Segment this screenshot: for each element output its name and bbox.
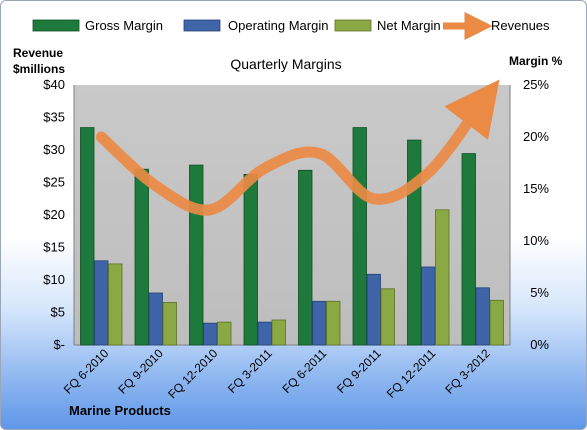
legend: Gross Margin Operating Margin Net Margin… — [32, 12, 550, 40]
bar-net-margin — [435, 209, 450, 346]
left-tick-label: $5 — [51, 305, 65, 320]
x-tick-label: FQ 12-2011 — [384, 346, 439, 401]
right-axis-title: Margin % — [509, 54, 563, 68]
bar-net-margin — [380, 288, 395, 346]
right-axis-ticks: 0% 5% 10% 15% 20% 25% — [523, 77, 549, 352]
bar-operating-margin — [366, 273, 381, 346]
left-tick-label: $25 — [43, 175, 65, 190]
left-tick-label: $35 — [43, 110, 65, 125]
line-revenues — [95, 79, 500, 216]
x-tick-label: FQ 9-2011 — [334, 346, 384, 396]
legend-swatch-operating-margin — [183, 19, 221, 32]
legend-label-operating-margin: Operating Margin — [228, 18, 328, 33]
left-tick-label: $30 — [43, 142, 65, 157]
left-tick-label: $40 — [43, 77, 65, 92]
left-tick-label: $- — [53, 337, 65, 352]
bar-operating-margin — [203, 322, 218, 346]
bar-gross-margin — [134, 168, 149, 346]
legend-label-net-margin: Net Margin — [377, 18, 441, 33]
x-tick-label: FQ 3-2012 — [442, 346, 493, 397]
footer-label: Marine Products — [69, 403, 171, 418]
left-axis-title-line1: Revenue — [13, 46, 63, 60]
left-tick-label: $10 — [43, 272, 65, 287]
bar-operating-margin — [475, 287, 490, 346]
chart-title: Quarterly Margins — [230, 56, 341, 72]
legend-swatch-net-margin — [334, 19, 372, 32]
bar-operating-margin — [257, 321, 272, 346]
bar-gross-margin — [407, 139, 422, 346]
bar-gross-margin — [461, 153, 476, 346]
x-tick-label: FQ 9-2010 — [115, 346, 166, 397]
left-tick-label: $20 — [43, 207, 65, 222]
bar-operating-margin — [312, 300, 327, 346]
right-tick-label: 15% — [523, 181, 549, 196]
x-tick-label: FQ 6-2011 — [280, 346, 330, 396]
bar-gross-margin — [189, 164, 204, 346]
legend-item-gross-margin: Gross Margin — [32, 18, 163, 33]
left-axis-title-line2: $millions — [13, 62, 65, 76]
legend-swatch-gross-margin — [32, 19, 80, 32]
right-tick-label: 0% — [530, 337, 549, 352]
right-tick-label: 5% — [530, 285, 549, 300]
bar-operating-margin — [148, 292, 163, 346]
x-tick-label: FQ 3-2011 — [225, 346, 275, 396]
bar-net-margin — [326, 300, 341, 346]
bar-gross-margin — [352, 127, 367, 346]
bar-gross-margin — [243, 173, 258, 346]
bar-gross-margin — [80, 127, 95, 346]
x-axis-labels: FQ 6-2010 FQ 9-2010 FQ 12-2010 FQ 3-2011 FQ … — [61, 346, 493, 401]
bar-net-margin — [271, 319, 286, 346]
bar-operating-margin — [421, 266, 436, 346]
x-tick-label: FQ 12-2010 — [165, 346, 220, 401]
legend-label-revenues: Revenues — [491, 18, 550, 33]
bar-net-margin — [217, 321, 232, 346]
left-tick-label: $15 — [43, 240, 65, 255]
bar-gross-margin — [298, 169, 313, 346]
legend-item-operating-margin: Operating Margin — [183, 18, 328, 33]
legend-item-revenues: Revenues — [443, 12, 550, 40]
right-tick-label: 10% — [523, 233, 549, 248]
left-axis-ticks: $- $5 $10 $15 $20 $25 $30 $35 $40 — [43, 77, 65, 352]
x-tick-label: FQ 6-2010 — [61, 346, 112, 397]
right-tick-label: 20% — [523, 129, 549, 144]
bar-operating-margin — [94, 260, 109, 346]
legend-item-net-margin: Net Margin — [334, 18, 441, 33]
bar-net-margin — [162, 301, 177, 346]
revenue-line-layer — [95, 79, 500, 216]
legend-label-gross-margin: Gross Margin — [85, 18, 163, 33]
bar-net-margin — [108, 263, 123, 346]
right-tick-label: 25% — [523, 77, 549, 92]
bar-net-margin — [489, 299, 504, 346]
